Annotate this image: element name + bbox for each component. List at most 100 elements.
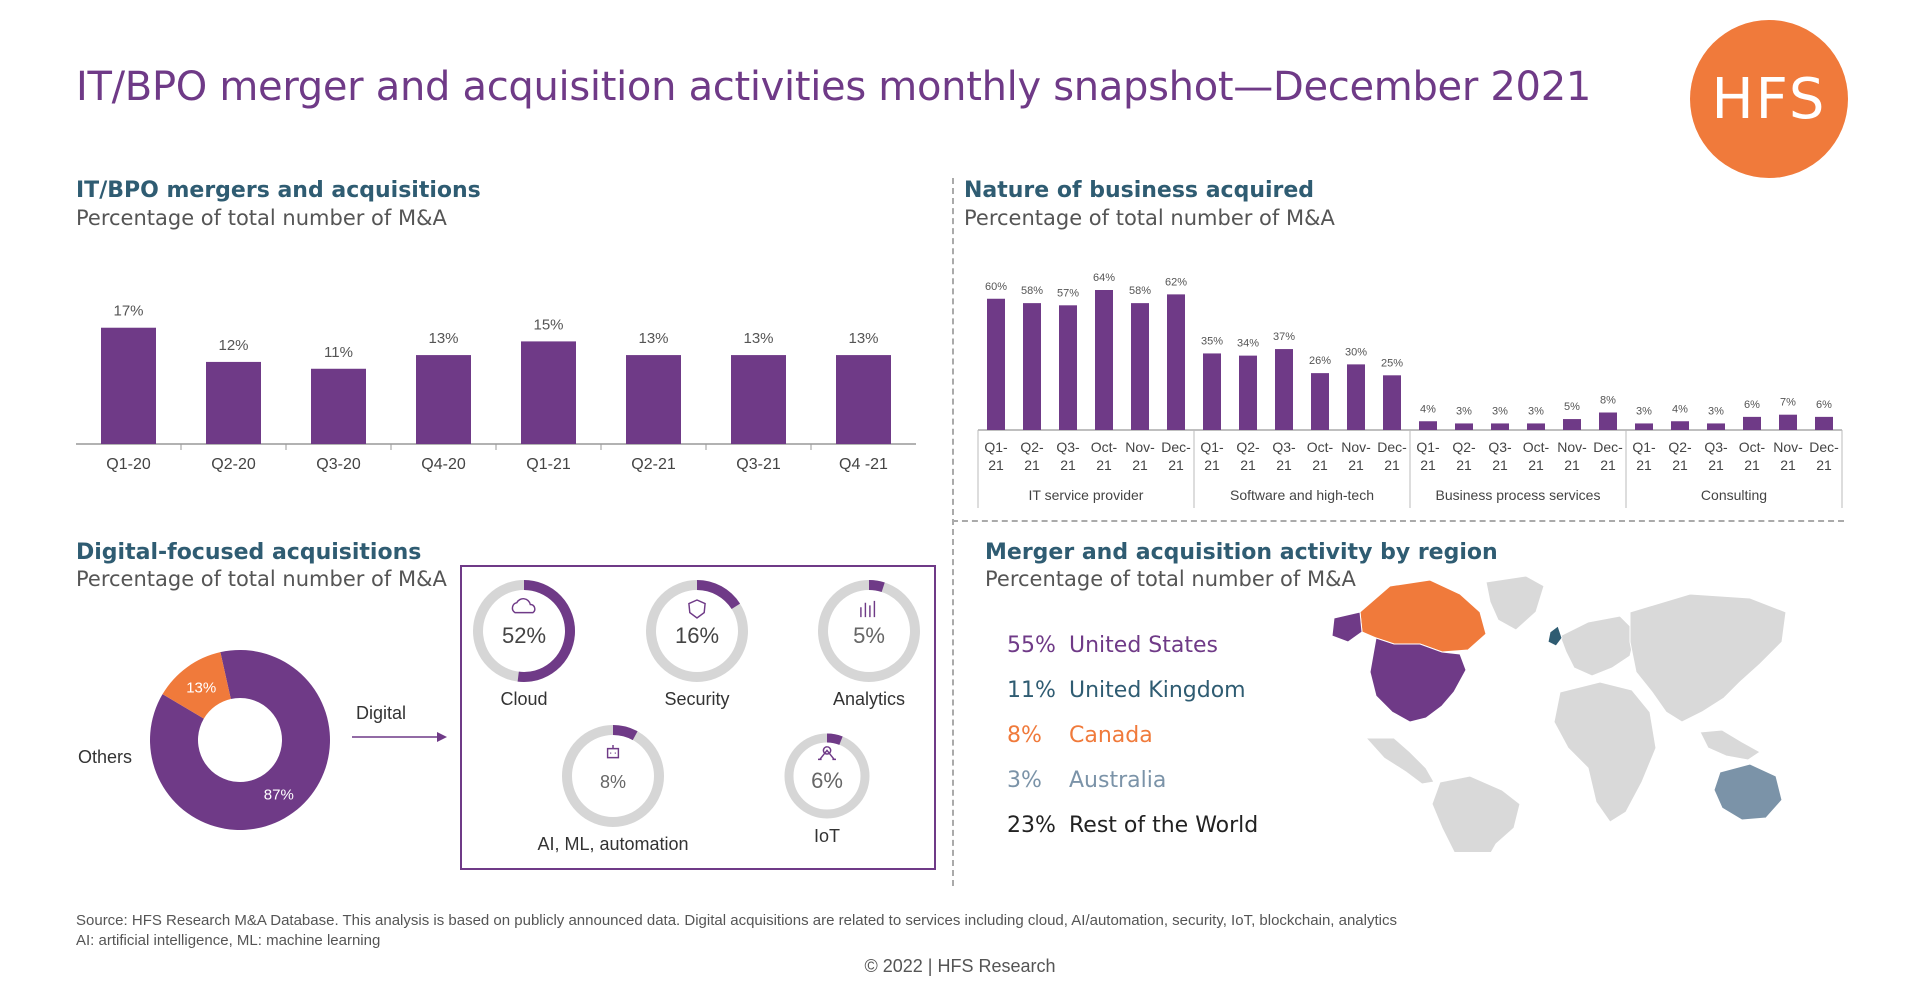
bar	[1563, 419, 1581, 430]
slice-value-label: 87%	[264, 786, 294, 803]
x-tick-label-year: 21	[1132, 457, 1148, 473]
bar-value-label: 57%	[1057, 287, 1079, 299]
bar-value-label: 62%	[1165, 276, 1187, 288]
bar-chart-icon-path	[860, 600, 876, 618]
x-tick-label-year: 21	[1060, 457, 1076, 473]
bar-value-label: 58%	[1021, 285, 1043, 297]
digital-donut-chart: 87% 13% Digital Others	[78, 650, 447, 830]
bar-value-label: 4%	[1672, 403, 1688, 415]
south-america-shape	[1431, 775, 1521, 852]
nature-subtitle: Percentage of total number of M&A	[964, 206, 1335, 230]
region-name: United Kingdom	[1069, 678, 1246, 703]
gauge-label: Cloud	[500, 689, 547, 709]
bar-value-label: 6%	[1744, 399, 1760, 411]
bar	[626, 355, 681, 444]
bar-value-label: 3%	[1708, 405, 1724, 417]
x-tick-label: Q1-21	[526, 456, 571, 473]
bar-value-label: 60%	[985, 281, 1007, 293]
digital-categories-box	[460, 565, 936, 870]
region-row: 8% Canada	[1007, 723, 1153, 748]
x-tick-label: Q3-	[1704, 439, 1728, 455]
bar	[1779, 414, 1797, 430]
bar	[731, 355, 786, 444]
x-tick-label-year: 21	[1564, 457, 1580, 473]
bar	[1527, 423, 1545, 430]
bar	[1599, 412, 1617, 430]
southeast-asia-shape	[1699, 729, 1761, 761]
europe-shape	[1559, 615, 1637, 677]
shield-icon	[688, 599, 706, 619]
group-label: IT service provider	[1029, 487, 1144, 503]
gauge-fill	[517, 580, 575, 682]
bar	[1671, 421, 1689, 430]
logo-text: HFS	[1711, 66, 1827, 132]
bar-value-label: 30%	[1345, 346, 1367, 358]
digital-gauges: 52% Cloud 16% Security 5% Analytics 8% AI, ML, …	[473, 580, 920, 854]
group-label: Software and high-tech	[1230, 487, 1374, 503]
bar-value-label: 15%	[533, 316, 563, 333]
region-percentage: 3%	[1007, 768, 1042, 793]
bar-value-label: 12%	[218, 337, 248, 354]
region-subtitle: Percentage of total number of M&A	[985, 567, 1356, 591]
bar	[206, 361, 261, 444]
x-tick-label-year: 21	[1492, 457, 1508, 473]
asia-shape	[1629, 593, 1787, 723]
x-tick-label: Q2-	[1236, 439, 1260, 455]
source-footnote: Source: HFS Research M&A Database. This …	[76, 912, 1397, 929]
bar	[1131, 303, 1149, 430]
bar	[836, 355, 891, 444]
bar-value-label: 13%	[638, 330, 668, 347]
greenland-shape	[1485, 575, 1545, 631]
bar-chart-icon	[860, 600, 876, 618]
cloud-icon-path	[511, 598, 536, 614]
bar	[101, 327, 156, 444]
bar-value-label: 3%	[1492, 405, 1508, 417]
shield-icon-path	[688, 599, 706, 619]
bar	[1095, 290, 1113, 430]
donut-slice	[162, 652, 231, 719]
bar	[521, 341, 576, 444]
gauge-fill	[696, 580, 741, 610]
x-tick-label: Nov-	[1341, 439, 1371, 455]
bar-value-label: 58%	[1129, 285, 1151, 297]
gauge-value: 5%	[853, 623, 885, 648]
region-name: Australia	[1069, 768, 1167, 793]
bar	[1167, 294, 1185, 430]
bar	[1023, 303, 1041, 430]
x-tick-label-year: 21	[1312, 457, 1328, 473]
page-title: IT/BPO merger and acquisition activities…	[76, 64, 1592, 110]
x-tick-label: Oct-	[1307, 439, 1334, 455]
x-tick-label: Nov-	[1125, 439, 1155, 455]
x-tick-label: Q2-	[1668, 439, 1692, 455]
digital-subtitle: Percentage of total number of M&A	[76, 567, 447, 591]
group-label: Business process services	[1436, 487, 1601, 503]
bar-value-label: 7%	[1780, 397, 1796, 409]
united-kingdom-shape	[1547, 625, 1563, 647]
cloud-icon	[511, 598, 536, 614]
x-tick-label: Q2-	[1452, 439, 1476, 455]
bar	[1311, 373, 1329, 430]
alaska-shape	[1331, 611, 1363, 643]
region-row: 11% United Kingdom	[1007, 678, 1246, 703]
bar-value-label: 64%	[1093, 272, 1115, 284]
x-tick-label: Q1-	[1416, 439, 1440, 455]
x-tick-label: Dec-	[1593, 439, 1623, 455]
bar-value-label: 35%	[1201, 335, 1223, 347]
region-percentage: 8%	[1007, 723, 1042, 748]
world-map	[1331, 575, 1787, 852]
x-tick-label: Q2-21	[631, 456, 676, 473]
arrow-head	[437, 732, 447, 742]
bar-value-label: 5%	[1564, 401, 1580, 413]
gauge-value: 16%	[675, 623, 719, 648]
copyright: © 2022 | HFS Research	[864, 956, 1056, 976]
mergers-bar-chart: 17% Q1-20 12% Q2-20 11% Q3-20 13% Q4-20 15% Q1-21…	[76, 303, 916, 473]
x-tick-label-year: 21	[1636, 457, 1652, 473]
bar	[1239, 355, 1257, 430]
x-tick-label-year: 21	[1024, 457, 1040, 473]
bar	[1383, 375, 1401, 430]
x-tick-label-year: 21	[1276, 457, 1292, 473]
x-tick-label: Q3-	[1056, 439, 1080, 455]
x-tick-label-year: 21	[1384, 457, 1400, 473]
x-tick-label: Q1-	[1200, 439, 1224, 455]
gauge-value: 6%	[811, 768, 843, 793]
